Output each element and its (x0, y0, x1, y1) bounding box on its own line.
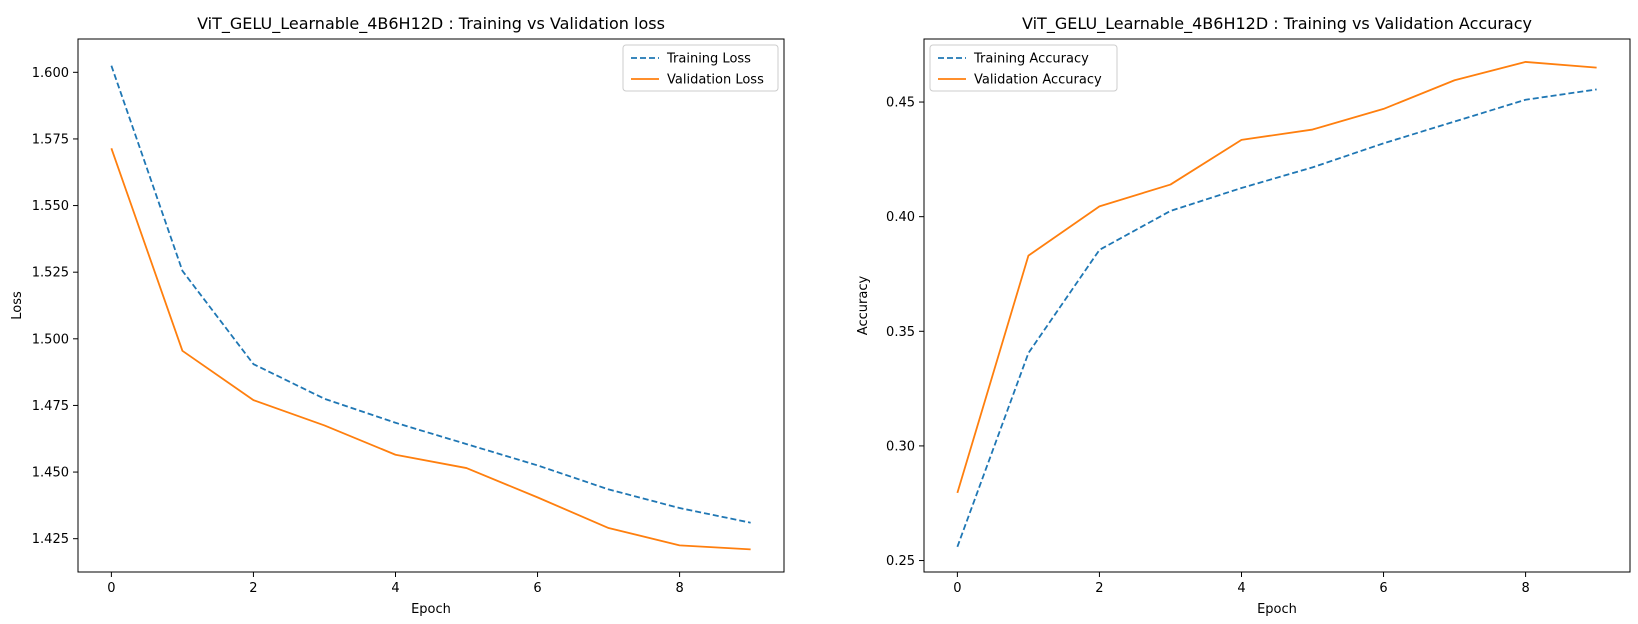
series-line-validation-loss (110, 147, 751, 551)
x-tick-label: 2 (249, 581, 257, 596)
chart-title: ViT_GELU_Learnable_4B6H12D : Training vs… (197, 14, 665, 34)
x-tick-label: 4 (391, 581, 399, 596)
legend-label: Training Accuracy (973, 52, 1089, 67)
series-line-training-accuracy (956, 88, 1597, 548)
y-tick-label: 0.45 (886, 96, 915, 111)
y-tick-label: 1.550 (32, 199, 69, 214)
y-tick-label: 1.600 (32, 66, 69, 81)
x-tick-label: 0 (107, 581, 115, 596)
plot-frame (77, 38, 785, 573)
x-tick-label: 6 (1379, 581, 1387, 596)
y-tick-label: 1.450 (32, 466, 69, 481)
plot-frame (923, 38, 1631, 573)
x-tick-label: 6 (533, 581, 541, 596)
y-tick-label: 1.525 (32, 266, 69, 281)
x-axis-label: Epoch (1257, 602, 1297, 617)
legend-box (929, 44, 1118, 92)
chart-panel-2: ViT_GELU_Learnable_4B6H12D : Training vs… (856, 14, 1631, 617)
x-tick-label: 2 (1095, 581, 1103, 596)
chart-title: ViT_GELU_Learnable_4B6H12D : Training vs… (1022, 14, 1532, 34)
legend: Training Loss Validation Loss (622, 44, 779, 92)
y-tick-label: 1.425 (32, 532, 69, 547)
x-axis-label: Epoch (411, 602, 451, 617)
y-tick-label: 1.575 (32, 132, 69, 147)
y-tick-label: 0.40 (886, 210, 915, 225)
legend-label: Validation Loss (667, 73, 764, 88)
chart-panel-1: ViT_GELU_Learnable_4B6H12D : Training vs… (10, 14, 785, 617)
x-tick-label: 0 (953, 581, 961, 596)
y-tick-label: 0.25 (886, 554, 915, 569)
x-tick-label: 4 (1237, 581, 1245, 596)
legend-label: Validation Accuracy (974, 73, 1102, 88)
legend-box (622, 44, 779, 92)
series-line-training-loss (110, 65, 751, 524)
x-tick-label: 8 (675, 581, 683, 596)
x-tick-label: 8 (1521, 581, 1529, 596)
y-tick-label: 0.30 (886, 439, 915, 454)
y-tick-label: 0.35 (886, 325, 915, 340)
legend-label: Training Loss (666, 52, 751, 67)
y-tick-label: 1.475 (32, 399, 69, 414)
y-axis-label: Accuracy (856, 276, 871, 336)
series-line-validation-accuracy (956, 61, 1597, 494)
y-tick-label: 1.500 (32, 332, 69, 347)
y-axis-label: Loss (10, 291, 25, 320)
legend: Training Accuracy Validation Accuracy (929, 44, 1118, 92)
